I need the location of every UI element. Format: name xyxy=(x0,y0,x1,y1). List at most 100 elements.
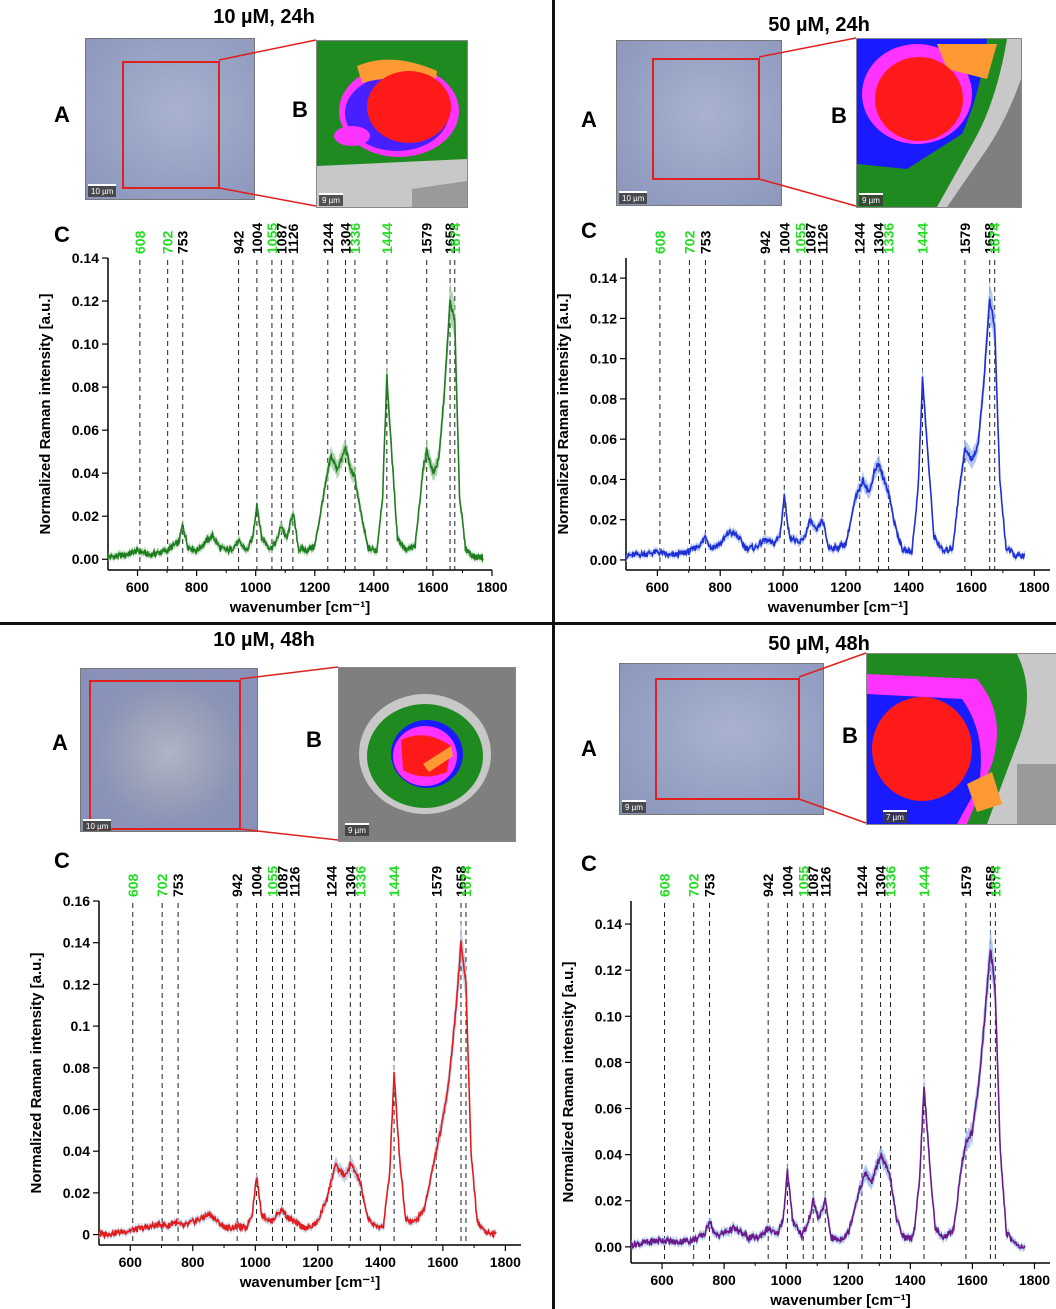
panel-title: 50 µM, 48h xyxy=(768,633,870,655)
y-tick-label: 0.12 xyxy=(595,962,622,978)
peak-label: 1674 xyxy=(987,223,1003,254)
micro-scalebar: 10 µm xyxy=(88,184,117,197)
x-tick-label: 1400 xyxy=(895,1272,926,1288)
peak-label: 1126 xyxy=(817,866,833,897)
y-axis-title: Normalized Raman intensity [a.u.] xyxy=(28,953,45,1194)
raman-map-image: 9 µm xyxy=(856,38,1022,208)
micrograph-image: 9 µm xyxy=(619,663,824,815)
x-tick-label: 600 xyxy=(119,1254,143,1270)
y-tick-label: 0.10 xyxy=(595,1008,622,1024)
peak-label: 1444 xyxy=(916,866,932,897)
peak-label: 702 xyxy=(686,873,702,897)
peak-label: 753 xyxy=(697,230,713,254)
micrograph-image: 10 µm xyxy=(80,668,258,832)
x-axis-title: wavenumber [cm⁻¹] xyxy=(229,599,370,616)
peak-label: 1055 xyxy=(264,223,280,254)
x-tick-label: 1800 xyxy=(476,579,507,595)
panel-50um-48h: 50 µM, 48h A 9 µm B 7 µm C 608 702 753 942 1… xyxy=(555,625,1056,1309)
label-b: B xyxy=(842,723,858,748)
x-tick-label: 800 xyxy=(185,579,209,595)
map-scalebar: 7 µm xyxy=(883,810,907,823)
y-tick-label: 0.06 xyxy=(63,1101,90,1117)
y-tick-label: 0.04 xyxy=(595,1147,622,1163)
y-axis-title: Normalized Raman intensity [a.u.] xyxy=(560,962,577,1203)
x-tick-label: 1800 xyxy=(1019,579,1050,595)
peak-label: 1579 xyxy=(428,866,444,897)
y-tick-label: 0.08 xyxy=(595,1054,622,1070)
peak-label: 942 xyxy=(757,230,773,254)
micro-scalebar: 10 µm xyxy=(83,819,112,831)
x-tick-label: 1600 xyxy=(957,1272,988,1288)
peak-label: 1579 xyxy=(957,223,973,254)
raman-map-graphic xyxy=(867,654,1056,824)
label-c: C xyxy=(54,848,70,873)
peak-label: 1658 xyxy=(453,866,469,897)
label-c: C xyxy=(54,222,70,247)
peak-label: 1658 xyxy=(442,223,458,254)
y-tick-label: 0.1 xyxy=(71,1018,91,1034)
x-axis-title: wavenumber [cm⁻¹] xyxy=(767,599,908,616)
peak-label: 1579 xyxy=(958,866,974,897)
label-a: A xyxy=(52,730,68,755)
label-b: B xyxy=(292,97,308,122)
raman-map-image: 7 µm xyxy=(866,653,1056,825)
spectrum-error-band xyxy=(626,279,1025,563)
peak-label: 753 xyxy=(170,873,186,897)
peak-label: 1244 xyxy=(852,223,868,254)
peak-label: 1304 xyxy=(873,866,889,897)
peak-label: 942 xyxy=(231,230,247,254)
peak-label: 702 xyxy=(681,230,697,254)
spectrum-line xyxy=(107,299,484,563)
panel-10um-24h: 10 µM, 24h A 10 µm B 9 µm C 608 702 753 942… xyxy=(0,0,528,622)
y-axis-title: Normalized Raman intensity [a.u.] xyxy=(37,294,54,535)
peak-label: 608 xyxy=(125,873,141,897)
spectrum-line xyxy=(625,298,1026,560)
x-tick-label: 600 xyxy=(650,1272,674,1288)
roi-rectangle xyxy=(652,58,760,180)
y-tick-label: 0.04 xyxy=(63,1143,90,1159)
raman-map-graphic xyxy=(317,41,467,207)
x-tick-label: 1200 xyxy=(833,1272,864,1288)
panel-title: 10 µM, 24h xyxy=(213,6,315,28)
peak-label: 1126 xyxy=(815,223,831,254)
roi-rectangle xyxy=(655,678,800,800)
x-axis-title: wavenumber [cm⁻¹] xyxy=(769,1292,910,1309)
peak-label: 1244 xyxy=(320,223,336,254)
x-tick-label: 1600 xyxy=(427,1254,458,1270)
x-tick-label: 1000 xyxy=(771,1272,802,1288)
x-tick-label: 1800 xyxy=(1019,1272,1050,1288)
peak-label: 942 xyxy=(229,873,245,897)
peak-label: 608 xyxy=(652,230,668,254)
peak-label: 1579 xyxy=(419,223,435,254)
x-tick-label: 600 xyxy=(126,579,150,595)
y-tick-label: 0.08 xyxy=(590,391,617,407)
label-a: A xyxy=(54,102,70,127)
micro-scalebar: 9 µm xyxy=(622,800,646,813)
label-c: C xyxy=(581,218,597,243)
x-tick-label: 800 xyxy=(181,1254,205,1270)
peak-label: 1444 xyxy=(379,223,395,254)
y-tick-label: 0.00 xyxy=(590,552,617,568)
horizontal-divider xyxy=(0,622,1056,625)
label-a: A xyxy=(581,736,597,761)
y-tick-label: 0.08 xyxy=(63,1060,90,1076)
y-tick-label: 0.00 xyxy=(72,551,99,567)
x-tick-label: 1800 xyxy=(490,1254,521,1270)
peak-label: 1004 xyxy=(249,866,265,897)
x-tick-label: 1600 xyxy=(417,579,448,595)
label-b: B xyxy=(306,727,322,752)
panel-50um-24h: 50 µM, 24h A 10 µm B 9 µm C 608 702 753 942… xyxy=(555,0,1056,622)
peak-label: 702 xyxy=(160,230,176,254)
y-tick-label: 0.14 xyxy=(72,250,99,266)
y-tick-label: 0.06 xyxy=(590,431,617,447)
x-tick-label: 1000 xyxy=(767,579,798,595)
panel-title: 50 µM, 24h xyxy=(768,14,870,36)
peak-label: 1055 xyxy=(795,866,811,897)
y-tick-label: 0.10 xyxy=(590,351,617,367)
peak-label: 1336 xyxy=(881,223,897,254)
y-tick-label: 0.10 xyxy=(72,336,99,352)
roi-rectangle xyxy=(89,680,241,830)
peak-label: 1087 xyxy=(802,223,818,254)
peak-label: 702 xyxy=(154,873,170,897)
